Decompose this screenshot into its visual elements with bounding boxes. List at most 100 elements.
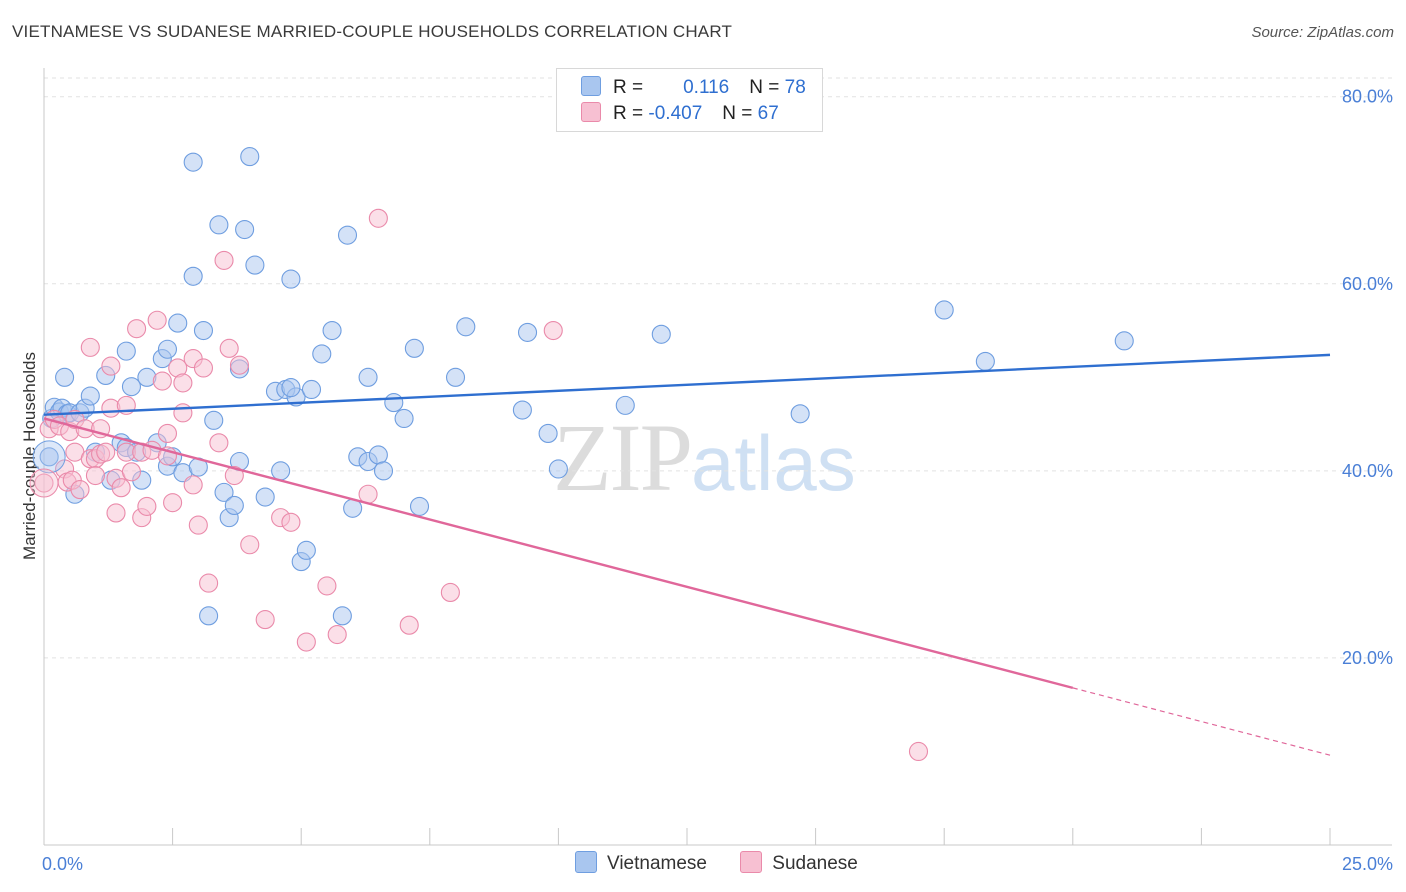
vietnamese-point [281,269,301,289]
vietnamese-point [204,410,224,430]
vietnamese-point [224,495,244,516]
vietnamese-point [116,341,136,361]
vietnamese-point [235,219,255,240]
n-value: 67 [757,103,779,124]
sudanese-point [173,373,193,393]
sudanese-point [209,433,229,453]
legend-label: Vietnamese [607,853,707,874]
y-tick-label: 40.0% [1342,461,1393,481]
sudanese-point [240,535,260,555]
x-tick-label: 25.0% [1342,854,1393,874]
sudanese-point [157,423,178,443]
vietnamese-point [281,378,301,398]
sudanese-point [137,496,157,516]
vietnamese-point [39,447,59,467]
sudanese-point [399,615,419,635]
sudanese-point [214,250,234,270]
vietnamese-point [517,322,538,342]
y-tick-label: 80.0% [1342,87,1393,107]
n-label: N = [722,103,753,124]
vietnamese-point [373,461,394,481]
sudanese-point [255,610,275,630]
watermark: ZIPatlas [553,402,856,513]
vietnamese-point [157,339,178,359]
vietnamese-point [337,225,358,245]
legend-item-sudanese[interactable]: Sudanese [740,851,858,875]
correlation-legend: R = 0.116 N = 78 R = -0.407 N = 67 [556,68,823,132]
vietnamese-swatch [581,76,601,96]
vietnamese-point [296,540,316,560]
sudanese-swatch [581,102,601,122]
r-label: R = [613,103,644,124]
sudanese-point [80,337,100,357]
sudanese-point [281,512,301,532]
sudanese-point [543,320,563,341]
vietnamese-point [183,266,203,286]
vietnamese-point [512,400,532,420]
sudanese-point [368,208,388,228]
x-tick-label: 0.0% [42,854,83,874]
vietnamese-point [255,487,275,507]
vietnamese-point [312,344,332,364]
sudanese-point [317,576,337,596]
sudanese-point [101,398,121,418]
vietnamese-point [168,313,188,333]
sudanese-point [70,480,90,500]
series-legend: Vietnamese Sudanese [575,851,886,875]
sudanese-point [173,403,193,423]
vietnamese-point [214,482,234,502]
sudanese-point [219,338,239,358]
legend-item-vietnamese[interactable]: Vietnamese [575,851,707,875]
sudanese-swatch [740,851,763,873]
sudanese-point [188,515,208,535]
vietnamese-trend-line [43,353,1331,416]
vietnamese-point [651,324,671,344]
sudanese-point [296,632,316,652]
sudanese-point [229,355,250,375]
vietnamese-point [121,377,141,397]
sudanese-point [183,475,203,495]
source-label: Source: ZipAtlas.com [1251,24,1394,41]
sudanese-point [440,582,460,603]
sudanese-point [199,573,219,593]
vietnamese-point [271,461,291,481]
sudanese-point [106,503,126,523]
y-tick-label: 20.0% [1342,648,1393,668]
y-axis-label: Married-couple Households [20,352,39,560]
vietnamese-point [32,440,66,474]
vietnamese-point [301,379,322,400]
sudanese-point [127,319,147,339]
vietnamese-point [548,459,568,479]
vietnamese-point [456,317,476,337]
vietnamese-point [199,606,219,626]
vietnamese-point [409,496,430,516]
vietnamese-point [790,404,810,424]
vietnamese-point [183,152,203,172]
watermark-zip: ZIP [553,404,693,511]
vietnamese-point [358,367,378,387]
sudanese-point [327,624,347,645]
sudanese-point [101,356,121,376]
chart-title: VIETNAMESE VS SUDANESE MARRIED-COUPLE HO… [12,22,733,41]
sudanese-point [34,473,54,493]
watermark-atlas: atlas [691,419,856,507]
vietnamese-point [322,320,342,341]
sudanese-point [121,462,141,482]
sudanese-trend-extension [1072,687,1331,756]
sudanese-point [163,493,183,513]
vietnamese-point [615,395,635,415]
vietnamese-point [193,320,214,341]
r-value: 0.116 [683,77,730,98]
r-label: R = [613,77,644,98]
vietnamese-point [404,338,424,358]
vietnamese-point [445,367,466,387]
vietnamese-point [975,351,995,371]
sudanese-point [85,465,105,486]
vietnamese-point [368,445,388,465]
vietnamese-point [332,606,352,626]
vietnamese-point [55,367,75,387]
y-tick-label: 60.0% [1342,274,1393,294]
vietnamese-point [538,423,558,443]
legend-label: Sudanese [772,853,858,874]
sudanese-point [111,478,131,498]
